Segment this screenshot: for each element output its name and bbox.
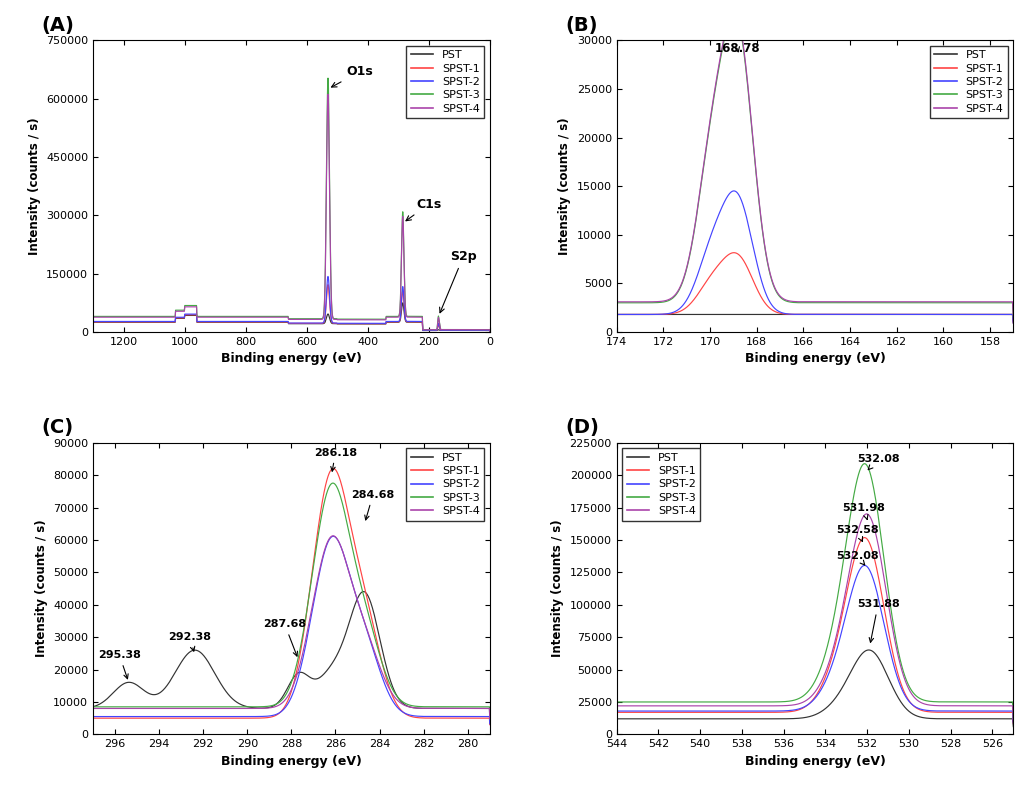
Text: S2p: S2p (439, 250, 477, 312)
PST (389, 317, 401, 327)
SPST-4 (484, 326, 496, 336)
Legend: PST, SPST-1, SPST-2, SPST-3, SPST-4: PST, SPST-1, SPST-2, SPST-3, SPST-4 (622, 449, 700, 521)
Text: 287.68: 287.68 (264, 620, 306, 656)
SPST-2 (484, 326, 496, 336)
Text: O1s: O1s (332, 65, 373, 87)
Text: 292.38: 292.38 (169, 633, 212, 651)
SPST-4 (322, 90, 334, 99)
X-axis label: Binding energy (eV): Binding energy (eV) (744, 353, 885, 366)
PST (391, 317, 403, 327)
Y-axis label: Intensity (counts / s): Intensity (counts / s) (28, 117, 40, 255)
SPST-1 (334, 319, 346, 328)
Text: (A): (A) (41, 15, 74, 35)
SPST-3 (306, 314, 318, 324)
SPST-3 (484, 326, 496, 336)
SPST-3 (87, 318, 99, 328)
SPST-4 (334, 315, 346, 324)
SPST-4 (90, 312, 102, 322)
Text: C1s: C1s (406, 198, 442, 221)
SPST-1 (389, 317, 401, 327)
SPST-4 (392, 312, 404, 322)
Text: (B): (B) (566, 15, 598, 35)
SPST-2 (334, 319, 346, 328)
SPST-2 (87, 321, 99, 331)
SPST-1 (484, 326, 496, 336)
SPST-3 (322, 73, 334, 83)
SPST-3 (90, 312, 102, 321)
SPST-2 (90, 316, 102, 326)
Text: 532.58: 532.58 (835, 525, 879, 541)
Text: 532.08: 532.08 (857, 454, 900, 470)
SPST-2 (388, 316, 400, 326)
Line: SPST-3: SPST-3 (93, 78, 490, 331)
Legend: PST, SPST-1, SPST-2, SPST-3, SPST-4: PST, SPST-1, SPST-2, SPST-3, SPST-4 (930, 46, 1008, 118)
SPST-1 (388, 317, 400, 327)
Legend: PST, SPST-1, SPST-2, SPST-3, SPST-4: PST, SPST-1, SPST-2, SPST-3, SPST-4 (406, 46, 484, 118)
SPST-2 (389, 316, 401, 326)
Text: (C): (C) (41, 418, 73, 437)
Y-axis label: Intensity (counts / s): Intensity (counts / s) (551, 520, 564, 658)
SPST-1 (392, 317, 404, 327)
Text: 168.78: 168.78 (714, 42, 760, 55)
SPST-3 (392, 312, 404, 321)
X-axis label: Binding energy (eV): Binding energy (eV) (221, 755, 362, 767)
SPST-1 (87, 321, 99, 331)
Y-axis label: Intensity (counts / s): Intensity (counts / s) (34, 520, 48, 658)
Text: 286.18: 286.18 (314, 448, 357, 471)
Line: SPST-4: SPST-4 (93, 94, 490, 331)
SPST-3 (334, 315, 346, 324)
PST (397, 298, 409, 307)
SPST-3 (388, 312, 400, 321)
SPST-4 (87, 318, 99, 328)
Text: 531.98: 531.98 (842, 504, 885, 520)
Legend: PST, SPST-1, SPST-2, SPST-3, SPST-4: PST, SPST-1, SPST-2, SPST-3, SPST-4 (406, 449, 484, 521)
SPST-3 (389, 312, 401, 321)
Text: (D): (D) (566, 418, 599, 437)
Y-axis label: Intensity (counts / s): Intensity (counts / s) (558, 117, 571, 255)
PST (90, 317, 102, 327)
SPST-2 (306, 318, 318, 328)
Text: 531.88: 531.88 (857, 600, 900, 642)
X-axis label: Binding energy (eV): Binding energy (eV) (744, 755, 885, 767)
SPST-1 (90, 317, 102, 327)
PST (484, 326, 496, 336)
Line: PST: PST (93, 303, 490, 331)
PST (334, 319, 346, 328)
SPST-4 (306, 315, 318, 324)
SPST-2 (392, 316, 404, 326)
PST (306, 319, 318, 328)
PST (87, 321, 99, 331)
SPST-1 (306, 319, 318, 328)
Text: 284.68: 284.68 (352, 490, 395, 520)
Line: SPST-1: SPST-1 (93, 285, 490, 331)
X-axis label: Binding energy (eV): Binding energy (eV) (221, 353, 362, 366)
SPST-4 (389, 312, 401, 322)
Text: 532.08: 532.08 (835, 551, 879, 565)
SPST-4 (388, 312, 400, 322)
SPST-2 (322, 272, 334, 282)
SPST-1 (322, 280, 334, 290)
Text: 295.38: 295.38 (98, 650, 141, 679)
PST (387, 317, 399, 327)
Line: SPST-2: SPST-2 (93, 277, 490, 331)
